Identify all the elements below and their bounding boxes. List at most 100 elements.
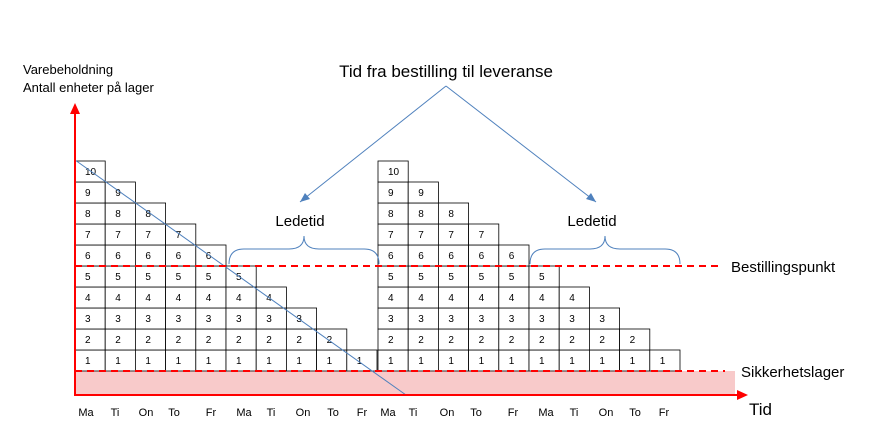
- inventory-cell-value: 1: [176, 356, 182, 367]
- top-label: Tid fra bestilling til leveranse: [339, 62, 553, 81]
- consumption-trend-line: [74, 159, 407, 396]
- day-label: Ma: [78, 407, 94, 419]
- inventory-cell-value: 7: [85, 230, 91, 241]
- inventory-cell-value: 2: [539, 335, 545, 346]
- inventory-cell: [316, 328, 348, 351]
- inventory-cell-value: 3: [115, 314, 121, 325]
- inventory-cell-value: 3: [418, 314, 424, 325]
- y-axis-label-line2: Antall enheter på lager: [23, 80, 154, 95]
- inventory-cell-value: 4: [236, 293, 242, 304]
- inventory-cell-value: 4: [206, 293, 212, 304]
- inventory-cell-value: 6: [509, 251, 515, 262]
- inventory-cell-value: 1: [115, 356, 121, 367]
- inventory-cell-value: 4: [539, 293, 545, 304]
- inventory-cell-value: 8: [448, 209, 454, 220]
- inventory-cell-value: 3: [206, 314, 212, 325]
- inventory-cell-value: 4: [569, 293, 575, 304]
- safety-stock-band: [75, 371, 735, 395]
- inventory-cell-value: 2: [599, 335, 605, 346]
- inventory-cell-value: 1: [388, 356, 394, 367]
- inventory-cell-value: 3: [388, 314, 394, 325]
- inventory-cell-value: 5: [448, 272, 454, 283]
- inventory-cell-value: 5: [236, 272, 242, 283]
- day-label: On: [296, 407, 311, 419]
- inventory-cell-value: 1: [206, 356, 212, 367]
- inventory-cell-value: 5: [145, 272, 151, 283]
- inventory-cell-value: 2: [418, 335, 424, 346]
- inventory-cell-value: 6: [176, 251, 182, 262]
- inventory-cell-value: 6: [479, 251, 485, 262]
- inventory-cell-value: 5: [388, 272, 394, 283]
- inventory-cell-value: 3: [85, 314, 91, 325]
- inventory-cell: [377, 160, 409, 183]
- inventory-cell-value: 9: [115, 188, 121, 199]
- inventory-cell-value: 2: [145, 335, 151, 346]
- inventory-cell-value: 1: [327, 356, 333, 367]
- leadtime-brace-2: [529, 235, 681, 265]
- safety-stock-label: Sikkerhetslager: [741, 364, 844, 381]
- inventory-cell-value: 5: [206, 272, 212, 283]
- day-label: Ti: [409, 407, 418, 419]
- inventory-cell-value: 2: [115, 335, 121, 346]
- inventory-cell-value: 3: [145, 314, 151, 325]
- inventory-cell-value: 5: [539, 272, 545, 283]
- inventory-cell-value: 2: [479, 335, 485, 346]
- inventory-cell: [468, 223, 500, 246]
- inventory-cell-value: 3: [539, 314, 545, 325]
- inventory-cell-value: 1: [479, 356, 485, 367]
- inventory-cell-value: 7: [176, 230, 182, 241]
- inventory-cell-value: 2: [236, 335, 242, 346]
- inventory-cell-value: 2: [509, 335, 515, 346]
- inventory-cell-value: 3: [569, 314, 575, 325]
- inventory-cell: [558, 286, 590, 309]
- inventory-cell: [225, 265, 257, 288]
- inventory-cell-value: 7: [115, 230, 121, 241]
- inventory-cell-value: 4: [176, 293, 182, 304]
- inventory-cell-value: 4: [479, 293, 485, 304]
- inventory-cell: [285, 307, 317, 330]
- inventory-cell-value: 6: [418, 251, 424, 262]
- day-label: To: [168, 407, 180, 419]
- inventory-cell-value: 2: [85, 335, 91, 346]
- day-label: Ti: [111, 407, 120, 419]
- leadtime-brace-1: [228, 235, 380, 265]
- leadtime-label-1: Ledetid: [275, 213, 324, 230]
- day-label: Ma: [380, 407, 396, 419]
- inventory-cell-value: 2: [569, 335, 575, 346]
- inventory-cell-value: 4: [388, 293, 394, 304]
- inventory-cell-value: 6: [448, 251, 454, 262]
- inventory-cell-value: 2: [448, 335, 454, 346]
- inventory-cell-value: 4: [418, 293, 424, 304]
- day-label: To: [629, 407, 641, 419]
- inventory-cell-value: 3: [479, 314, 485, 325]
- inventory-cell-value: 7: [145, 230, 151, 241]
- inventory-cell-value: 8: [85, 209, 91, 220]
- inventory-cell-value: 8: [115, 209, 121, 220]
- inventory-cell-value: 3: [266, 314, 272, 325]
- inventory-cell-value: 3: [599, 314, 605, 325]
- inventory-cell-value: 10: [388, 167, 400, 178]
- inventory-cell-value: 7: [448, 230, 454, 241]
- inventory-cell-value: 1: [145, 356, 151, 367]
- inventory-cell-value: 2: [176, 335, 182, 346]
- inventory-cell-value: 9: [418, 188, 424, 199]
- inventory-cell-value: 3: [509, 314, 515, 325]
- inventory-cell-value: 8: [388, 209, 394, 220]
- inventory-cell-value: 6: [388, 251, 394, 262]
- inventory-cell-value: 5: [115, 272, 121, 283]
- inventory-cell-value: 3: [176, 314, 182, 325]
- day-labels: Ma Ti On To Fr Ma Ti On To Fr Ma Ti On To Fr Ma Ti On To Fr: [78, 407, 669, 419]
- inventory-cell-value: 7: [479, 230, 485, 241]
- inventory-cell: [255, 286, 287, 309]
- day-label: Ma: [538, 407, 554, 419]
- inventory-cell-value: 2: [296, 335, 302, 346]
- inventory-cell: [619, 328, 651, 351]
- inventory-cell-value: 1: [539, 356, 545, 367]
- day-label: On: [139, 407, 154, 419]
- inventory-cell-value: 2: [388, 335, 394, 346]
- inventory-cell-value: 4: [509, 293, 515, 304]
- inventory-cell-value: 1: [357, 356, 363, 367]
- inventory-cell-value: 1: [266, 356, 272, 367]
- y-axis-label-line1: Varebeholdning: [23, 62, 113, 77]
- inventory-cell-value: 4: [266, 293, 272, 304]
